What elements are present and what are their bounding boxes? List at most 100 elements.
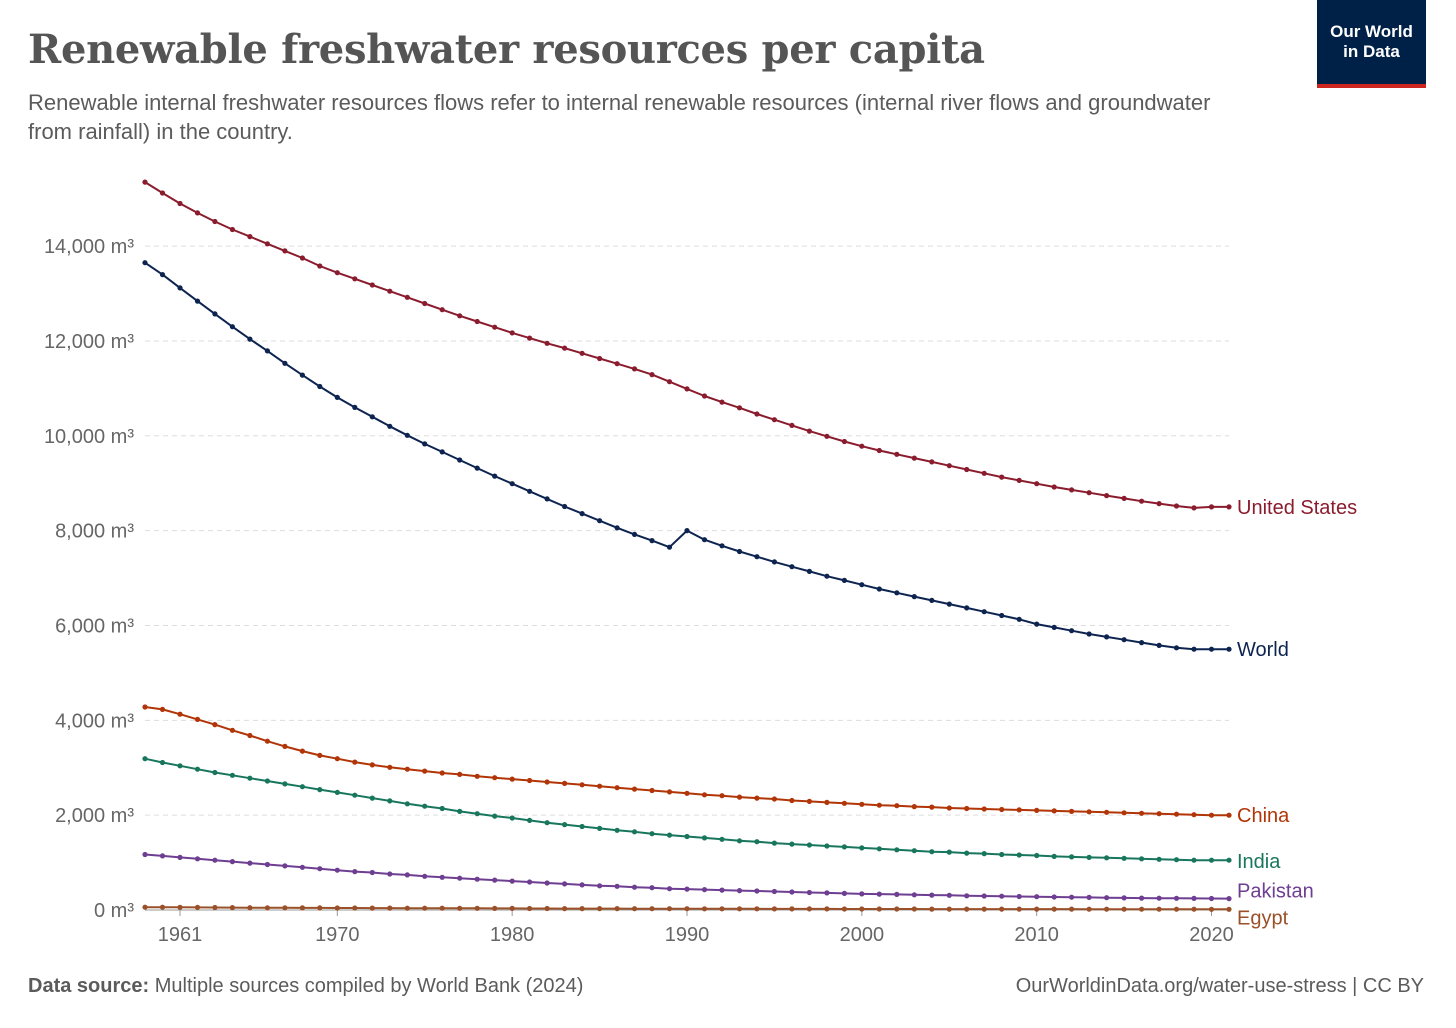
data-point[interactable] [282, 863, 288, 869]
series-world[interactable] [142, 260, 1232, 652]
data-point[interactable] [387, 798, 393, 804]
data-point[interactable] [841, 890, 848, 897]
data-point[interactable] [999, 474, 1005, 480]
data-point[interactable] [1191, 895, 1197, 902]
data-point[interactable] [1069, 854, 1075, 860]
data-point[interactable] [142, 260, 148, 266]
data-point[interactable] [579, 510, 585, 517]
data-point[interactable] [247, 336, 253, 342]
data-point[interactable] [159, 190, 166, 196]
data-point[interactable] [1121, 906, 1127, 912]
data-point[interactable] [1016, 616, 1022, 622]
data-point[interactable] [771, 417, 778, 423]
data-point[interactable] [299, 748, 305, 754]
series-china[interactable] [142, 704, 1232, 818]
data-point[interactable] [1226, 812, 1232, 818]
data-point[interactable] [1086, 854, 1092, 861]
data-point[interactable] [631, 906, 638, 912]
data-point[interactable] [684, 528, 690, 534]
data-point[interactable] [1069, 808, 1075, 815]
data-point[interactable] [212, 218, 218, 225]
data-point[interactable] [824, 890, 830, 896]
data-point[interactable] [492, 877, 498, 883]
data-point[interactable] [911, 848, 917, 854]
series-line[interactable] [144, 181, 1229, 509]
data-point[interactable] [317, 905, 323, 911]
data-point[interactable] [404, 766, 410, 772]
data-point[interactable] [666, 789, 673, 795]
data-point[interactable] [352, 759, 358, 765]
data-point[interactable] [229, 727, 235, 733]
data-point[interactable] [666, 379, 673, 385]
data-point[interactable] [387, 871, 393, 877]
data-point[interactable] [841, 577, 848, 584]
data-point[interactable] [929, 906, 935, 912]
data-point[interactable] [1173, 811, 1180, 817]
data-point[interactable] [247, 905, 253, 911]
data-point[interactable] [1208, 895, 1215, 902]
data-point[interactable] [212, 857, 218, 863]
data-point[interactable] [544, 880, 550, 886]
data-point[interactable] [719, 836, 725, 842]
data-point[interactable] [1069, 487, 1075, 493]
data-point[interactable] [649, 787, 655, 794]
data-point[interactable] [142, 756, 148, 762]
data-point[interactable] [1173, 857, 1180, 863]
data-point[interactable] [177, 285, 183, 291]
series-label[interactable]: Egypt [1237, 907, 1289, 929]
data-point[interactable] [946, 892, 952, 898]
data-point[interactable] [457, 875, 463, 881]
data-point[interactable] [1104, 809, 1110, 815]
data-point[interactable] [439, 805, 445, 812]
data-point[interactable] [194, 716, 201, 723]
data-point[interactable] [562, 780, 568, 787]
data-point[interactable] [1086, 906, 1092, 912]
data-point[interactable] [946, 906, 952, 912]
data-point[interactable] [229, 324, 235, 330]
data-point[interactable] [439, 770, 445, 776]
data-point[interactable] [439, 905, 445, 911]
data-point[interactable] [911, 804, 917, 810]
data-point[interactable] [649, 906, 655, 912]
data-point[interactable] [404, 905, 410, 911]
data-point[interactable] [404, 294, 410, 300]
data-point[interactable] [492, 324, 498, 330]
series-line[interactable] [144, 853, 1230, 900]
data-point[interactable] [579, 782, 585, 788]
data-point[interactable] [666, 886, 673, 892]
data-point[interactable] [1034, 906, 1040, 912]
data-point[interactable] [824, 433, 830, 439]
data-point[interactable] [474, 876, 480, 882]
data-point[interactable] [736, 838, 743, 844]
data-point[interactable] [736, 405, 743, 411]
data-point[interactable] [806, 568, 813, 575]
data-point[interactable] [474, 465, 480, 471]
data-point[interactable] [1226, 857, 1232, 863]
data-point[interactable] [789, 564, 795, 570]
data-point[interactable] [422, 803, 428, 809]
data-point[interactable] [1069, 628, 1075, 634]
data-point[interactable] [579, 350, 585, 356]
data-point[interactable] [964, 466, 970, 473]
data-point[interactable] [229, 772, 235, 778]
data-point[interactable] [1051, 853, 1057, 860]
data-point[interactable] [614, 785, 620, 791]
data-point[interactable] [964, 805, 970, 812]
data-point[interactable] [352, 276, 358, 282]
data-point[interactable] [1139, 498, 1145, 504]
data-point[interactable] [264, 905, 270, 911]
data-point[interactable] [894, 803, 900, 809]
data-point[interactable] [544, 820, 550, 826]
data-point[interactable] [964, 906, 970, 912]
data-point[interactable] [1121, 895, 1127, 901]
data-point[interactable] [736, 888, 743, 894]
series-india[interactable] [142, 756, 1232, 863]
data-point[interactable] [876, 802, 882, 808]
data-point[interactable] [369, 905, 375, 911]
data-point[interactable] [282, 905, 288, 911]
data-point[interactable] [806, 906, 813, 912]
data-point[interactable] [1086, 894, 1092, 901]
data-point[interactable] [527, 335, 533, 341]
data-point[interactable] [387, 764, 393, 770]
data-point[interactable] [317, 383, 323, 390]
